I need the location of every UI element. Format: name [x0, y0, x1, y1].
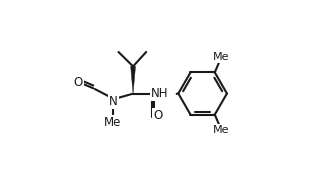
Text: Me: Me: [213, 125, 229, 135]
Text: N: N: [109, 95, 118, 108]
Text: O: O: [74, 76, 83, 89]
Text: Me: Me: [213, 52, 229, 62]
Polygon shape: [130, 66, 136, 94]
Text: O: O: [153, 109, 162, 122]
Text: Me: Me: [104, 116, 121, 129]
Text: NH: NH: [151, 87, 169, 100]
